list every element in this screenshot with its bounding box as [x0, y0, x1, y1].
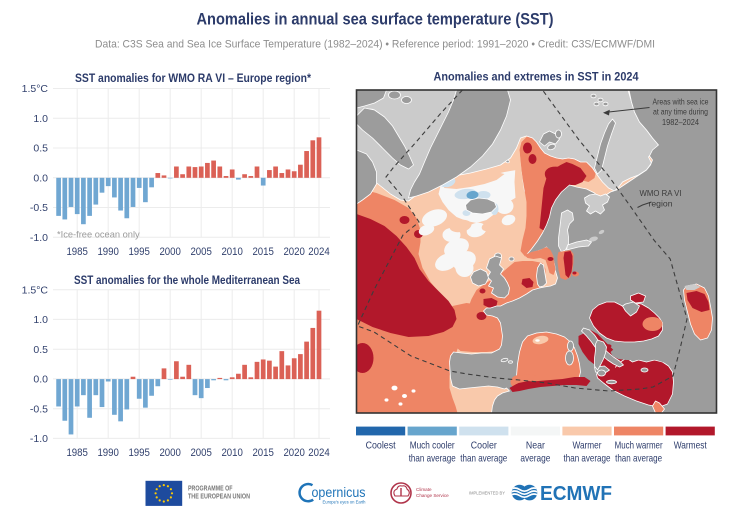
svg-text:Cooler: Cooler — [471, 440, 497, 452]
svg-text:1.5°C: 1.5°C — [22, 284, 49, 296]
svg-text:2024: 2024 — [308, 447, 330, 459]
svg-text:1990: 1990 — [97, 447, 119, 459]
svg-text:SST anomalies for WMO RA VI –: SST anomalies for WMO RA VI – Europe reg… — [75, 71, 311, 85]
svg-text:average: average — [520, 453, 550, 465]
svg-text:2015: 2015 — [252, 246, 274, 258]
svg-text:1995: 1995 — [128, 246, 150, 258]
svg-text:Much warmer: Much warmer — [615, 440, 663, 452]
svg-text:Near: Near — [526, 440, 545, 452]
svg-text:1985: 1985 — [66, 447, 88, 459]
svg-text:SST anomalies for the whole Me: SST anomalies for the whole Mediterranea… — [74, 273, 300, 287]
svg-text:1982–2024: 1982–2024 — [662, 117, 699, 127]
svg-text:at any time during: at any time during — [653, 107, 708, 117]
svg-text:Change Service: Change Service — [416, 493, 449, 498]
svg-text:2005: 2005 — [190, 246, 212, 258]
svg-text:than average: than average — [615, 453, 662, 465]
svg-text:Climate: Climate — [416, 487, 432, 492]
svg-text:1985: 1985 — [66, 246, 88, 258]
svg-text:-0.5: -0.5 — [30, 403, 48, 415]
svg-text:0.5: 0.5 — [33, 143, 48, 155]
svg-text:-1.0: -1.0 — [30, 433, 48, 445]
svg-text:2005: 2005 — [190, 447, 212, 459]
svg-text:2010: 2010 — [221, 447, 243, 459]
svg-text:opernicus: opernicus — [312, 485, 366, 500]
svg-text:-0.5: -0.5 — [30, 202, 48, 214]
svg-text:0.5: 0.5 — [33, 344, 48, 356]
svg-text:region: region — [649, 199, 673, 209]
svg-text:Much cooler: Much cooler — [410, 440, 455, 452]
svg-text:Anomalies and extremes in SST: Anomalies and extremes in SST in 2024 — [434, 70, 639, 84]
svg-text:WMO RA VI: WMO RA VI — [640, 188, 682, 198]
svg-text:2024: 2024 — [308, 246, 330, 258]
svg-text:*Ice-free ocean only: *Ice-free ocean only — [57, 230, 140, 240]
svg-text:Coolest: Coolest — [366, 440, 396, 452]
svg-text:2020: 2020 — [283, 246, 305, 258]
svg-text:PROGRAMME OF: PROGRAMME OF — [188, 484, 233, 493]
svg-text:Data: C3S Sea and Sea Ice Surf: Data: C3S Sea and Sea Ice Surface Temper… — [95, 39, 655, 51]
svg-text:Anomalies in annual sea surfac: Anomalies in annual sea surface temperat… — [197, 10, 554, 29]
svg-text:1.5°C: 1.5°C — [22, 83, 49, 95]
svg-text:than average: than average — [460, 453, 507, 465]
svg-text:than average: than average — [409, 453, 456, 465]
svg-text:than average: than average — [564, 453, 611, 465]
svg-text:Warmer: Warmer — [573, 440, 602, 452]
svg-text:0.0: 0.0 — [33, 374, 48, 386]
svg-text:1.0: 1.0 — [33, 113, 48, 125]
svg-text:2015: 2015 — [252, 447, 274, 459]
svg-text:IMPLEMENTED BY: IMPLEMENTED BY — [469, 491, 506, 497]
svg-text:2020: 2020 — [283, 447, 305, 459]
svg-text:0.0: 0.0 — [33, 172, 48, 184]
svg-text:ECMWF: ECMWF — [540, 482, 612, 505]
svg-text:-1.0: -1.0 — [30, 232, 48, 244]
svg-text:1.0: 1.0 — [33, 314, 48, 326]
svg-text:1990: 1990 — [97, 246, 119, 258]
svg-text:Warmest: Warmest — [674, 440, 707, 452]
svg-text:2010: 2010 — [221, 246, 243, 258]
svg-text:2000: 2000 — [159, 447, 181, 459]
svg-text:Areas with sea ice: Areas with sea ice — [653, 97, 709, 107]
svg-text:THE EUROPEAN UNION: THE EUROPEAN UNION — [188, 491, 250, 500]
svg-text:Europe's eyes on Earth: Europe's eyes on Earth — [323, 500, 367, 505]
svg-text:2000: 2000 — [159, 246, 181, 258]
svg-text:1995: 1995 — [128, 447, 150, 459]
